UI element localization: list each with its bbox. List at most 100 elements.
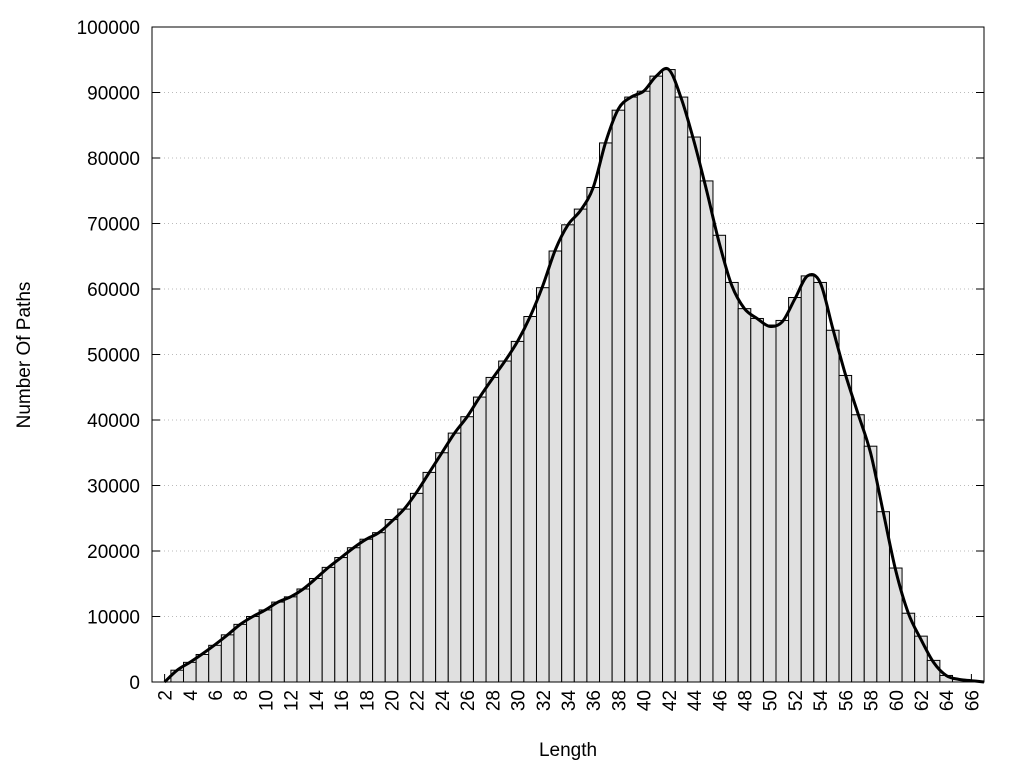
x-tick-label: 16 [332, 690, 353, 711]
bar [737, 308, 752, 683]
bar [334, 557, 348, 683]
x-tick-label: 8 [231, 690, 252, 701]
x-tick-label: 6 [206, 690, 227, 701]
bar [397, 508, 411, 683]
bar [510, 340, 525, 683]
bar [674, 96, 689, 683]
y-tick-label: 80000 [87, 149, 140, 170]
x-tick-label: 28 [483, 690, 504, 711]
x-axis-label: Length [539, 740, 597, 761]
bar [851, 414, 865, 683]
bar [825, 329, 840, 683]
x-tick-label: 10 [256, 690, 277, 711]
bar [649, 75, 664, 683]
x-tick-label: 58 [862, 690, 883, 711]
x-tick-label: 30 [509, 690, 530, 711]
bar [573, 208, 588, 683]
y-tick-label: 60000 [87, 280, 140, 301]
x-tick-label: 46 [710, 690, 731, 711]
x-tick-label: 12 [282, 690, 303, 711]
bar [359, 538, 374, 683]
y-tick-label: 20000 [87, 542, 140, 563]
bar [309, 578, 323, 683]
y-tick-label: 90000 [87, 84, 140, 105]
x-tick-label: 22 [408, 690, 429, 711]
bar [422, 471, 437, 683]
bar [485, 376, 500, 683]
x-tick-label: 66 [962, 690, 983, 711]
bar [611, 109, 626, 683]
bar [409, 492, 424, 683]
plot-frame [151, 26, 985, 683]
bar [561, 224, 575, 683]
bar [321, 566, 336, 683]
x-tick-label: 64 [937, 690, 958, 712]
bar [460, 416, 474, 683]
bar [246, 616, 260, 683]
bar [750, 317, 764, 683]
y-tick-label: 30000 [87, 477, 140, 498]
x-tick-label: 40 [635, 690, 656, 711]
bar [233, 623, 248, 683]
y-tick-label: 50000 [87, 346, 140, 367]
bar [838, 374, 853, 683]
bar [599, 142, 613, 683]
x-tick-label: 56 [836, 690, 857, 711]
smooth-curve [163, 66, 985, 684]
bar [548, 250, 563, 683]
bar [498, 360, 512, 683]
bar [435, 452, 449, 683]
bar [372, 532, 386, 683]
bar [788, 297, 802, 683]
x-tick-label: 32 [534, 690, 555, 711]
x-tick-label: 34 [559, 690, 580, 712]
bar [447, 432, 462, 683]
x-tick-label: 2 [156, 690, 177, 701]
y-tick-label: 100000 [77, 18, 140, 39]
bar [208, 644, 222, 683]
bar [296, 588, 311, 683]
x-tick-label: 44 [685, 690, 706, 712]
y-tick-label: 40000 [87, 411, 140, 432]
bar [813, 281, 827, 683]
x-tick-label: 36 [584, 690, 605, 711]
y-axis-label: Number Of Paths [14, 282, 35, 429]
bar [636, 90, 651, 683]
bar [220, 634, 235, 683]
x-tick-label: 50 [761, 690, 782, 711]
bar [258, 609, 273, 683]
x-tick-label: 26 [458, 690, 479, 711]
x-tick-label: 14 [307, 690, 328, 712]
y-tick-label: 0 [129, 673, 140, 694]
bar [384, 519, 399, 683]
bar [762, 324, 777, 683]
bar [586, 186, 601, 683]
x-tick-label: 54 [811, 690, 832, 712]
bar [914, 635, 928, 683]
y-tick-label: 10000 [87, 608, 140, 629]
x-tick-label: 18 [357, 690, 378, 711]
bar [800, 275, 815, 683]
x-tick-label: 62 [912, 690, 933, 711]
bar [662, 69, 676, 683]
bar [775, 319, 790, 683]
x-tick-label: 20 [383, 690, 404, 711]
bar [346, 547, 361, 683]
bar [699, 180, 714, 683]
bar [535, 287, 550, 683]
bar [863, 445, 878, 683]
x-tick-label: 24 [433, 690, 454, 712]
bar [725, 281, 739, 683]
bar [712, 234, 727, 683]
bar [271, 601, 285, 683]
y-tick-label: 70000 [87, 215, 140, 236]
x-tick-label: 60 [887, 690, 908, 711]
bar [472, 396, 487, 683]
bar [523, 316, 537, 683]
bar [283, 596, 298, 683]
x-tick-label: 38 [609, 690, 630, 711]
x-tick-label: 52 [786, 690, 807, 711]
bar [624, 96, 638, 683]
